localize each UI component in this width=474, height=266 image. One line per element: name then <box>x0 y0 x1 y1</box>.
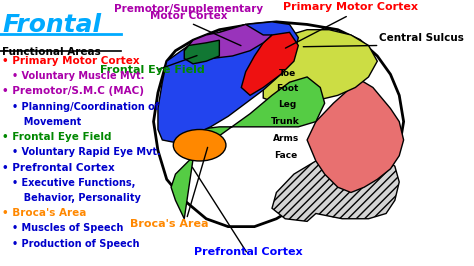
Text: • Prefrontal Cortex: • Prefrontal Cortex <box>2 163 115 173</box>
Text: Premotor/Supplementary: Premotor/Supplementary <box>114 4 263 14</box>
Text: • Executive Functions,: • Executive Functions, <box>12 178 135 188</box>
Text: • Frontal Eye Field: • Frontal Eye Field <box>2 132 112 142</box>
Polygon shape <box>184 40 219 64</box>
Text: Foot: Foot <box>276 84 299 93</box>
Text: • Voluntary Rapid Eye Mvt.: • Voluntary Rapid Eye Mvt. <box>12 147 161 157</box>
Text: Functional Areas: Functional Areas <box>2 47 101 57</box>
Polygon shape <box>272 151 399 221</box>
Text: Primary Motor Cortex: Primary Motor Cortex <box>283 2 419 12</box>
Text: Prefrontal Cortex: Prefrontal Cortex <box>193 247 302 257</box>
Text: Face: Face <box>274 151 297 160</box>
Text: Frontal Eye Field: Frontal Eye Field <box>100 65 205 74</box>
Polygon shape <box>307 77 404 193</box>
Text: • Planning/Coordination of: • Planning/Coordination of <box>12 102 159 112</box>
Polygon shape <box>171 77 325 219</box>
Text: • Broca's Area: • Broca's Area <box>2 208 87 218</box>
Text: • Premotor/S.M.C (MAC): • Premotor/S.M.C (MAC) <box>2 86 144 96</box>
Circle shape <box>173 130 226 161</box>
Text: Broca's Area: Broca's Area <box>130 219 208 229</box>
Text: Motor Cortex: Motor Cortex <box>150 11 228 20</box>
Text: Arms: Arms <box>273 134 299 143</box>
Text: Leg: Leg <box>278 100 296 109</box>
Text: Frontal: Frontal <box>2 13 101 37</box>
Text: • Primary Motor Cortex: • Primary Motor Cortex <box>2 56 140 66</box>
Text: Central Sulcus: Central Sulcus <box>380 33 465 43</box>
Text: • Muscles of Speech: • Muscles of Speech <box>12 223 123 234</box>
Polygon shape <box>158 22 298 143</box>
Text: • Production of Speech: • Production of Speech <box>12 239 139 249</box>
Text: Trunk: Trunk <box>271 117 300 126</box>
Polygon shape <box>241 32 298 95</box>
Polygon shape <box>263 30 377 103</box>
Text: • Voluntary Muscle Mvt.: • Voluntary Muscle Mvt. <box>12 71 144 81</box>
Polygon shape <box>184 24 272 59</box>
Text: Movement: Movement <box>17 117 81 127</box>
Polygon shape <box>154 22 404 227</box>
Text: Behavior, Personality: Behavior, Personality <box>17 193 141 203</box>
Text: Toe: Toe <box>279 69 296 77</box>
